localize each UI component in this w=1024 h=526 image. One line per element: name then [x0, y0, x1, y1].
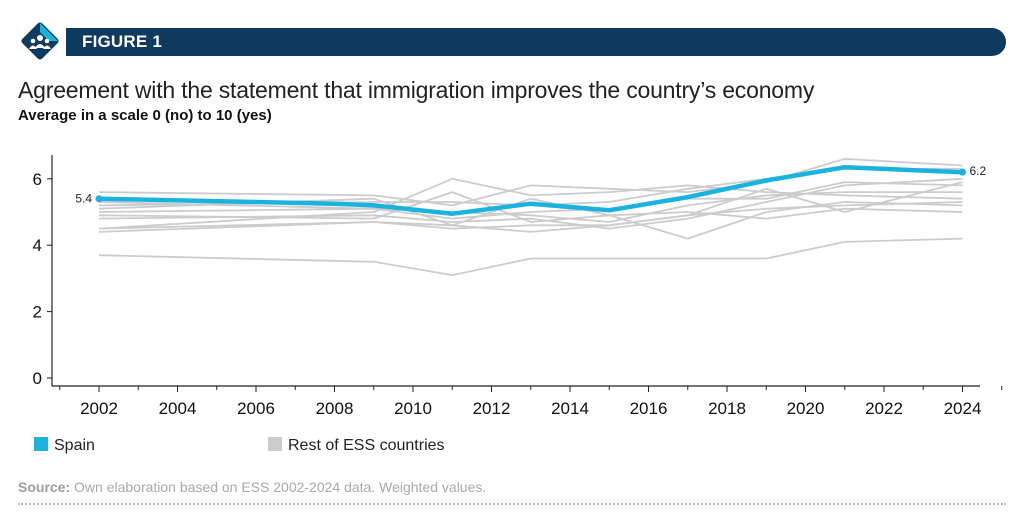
spain-end-point: [959, 168, 966, 176]
x-tick-label: 2020: [787, 399, 825, 418]
x-tick-label: 2012: [473, 399, 511, 418]
x-tick-label: 2004: [159, 399, 197, 418]
y-tick-label: 4: [33, 236, 42, 255]
x-tick-label: 2008: [316, 399, 354, 418]
x-tick-label: 2010: [394, 399, 432, 418]
legend-label-rest: Rest of ESS countries: [288, 437, 445, 454]
legend-item-rest: Rest of ESS countries: [268, 437, 445, 455]
series-line-spain: [96, 164, 965, 216]
legend-swatch-spain: [34, 437, 48, 451]
series-line-rest: [98, 177, 963, 230]
x-tick-label: 2024: [944, 399, 982, 418]
x-tick-label: 2022: [865, 399, 903, 418]
x-tick-label: 2002: [80, 399, 118, 418]
chart-title: Agreement with the statement that immigr…: [18, 77, 815, 103]
series-line-rest: [98, 191, 963, 223]
series-line-rest: [98, 181, 963, 233]
spain-start-label: 5.4: [75, 192, 92, 206]
x-tick-label: 2018: [708, 399, 746, 418]
figure-banner: FIGURE 1: [66, 28, 1006, 56]
y-tick-label: 2: [33, 303, 42, 322]
series-line-rest: [98, 158, 963, 207]
series-line-rest: [98, 177, 963, 230]
series-line-rest: [98, 237, 963, 276]
dotted-divider: [18, 503, 1006, 505]
x-tick-label: 2016: [630, 399, 668, 418]
figure-label: FIGURE 1: [82, 32, 163, 51]
source-prefix: Source:: [18, 479, 71, 495]
x-tick-label: 2006: [237, 399, 275, 418]
x-tick-label: 2014: [551, 399, 589, 418]
source-note: Source: Own elaboration based on ESS 200…: [18, 479, 486, 495]
spain-end-label: 6.2: [970, 164, 987, 178]
legend-label-spain: Spain: [54, 437, 95, 454]
line-chart: 0 2 4 6 2002 2004 2006 2008 2010 2012 2014 2016 2018…: [33, 155, 1003, 418]
spain-start-point: [95, 195, 103, 203]
chart-subtitle: Average in a scale 0 (no) to 10 (yes): [18, 107, 272, 124]
people-group-icon: [20, 21, 60, 61]
y-tick-label: 0: [33, 369, 42, 388]
y-tick-label: 6: [33, 170, 42, 189]
legend-item-spain: Spain: [34, 437, 95, 455]
source-text: Own elaboration based on ESS 2002-2024 d…: [70, 479, 487, 495]
legend-swatch-rest: [268, 437, 282, 451]
